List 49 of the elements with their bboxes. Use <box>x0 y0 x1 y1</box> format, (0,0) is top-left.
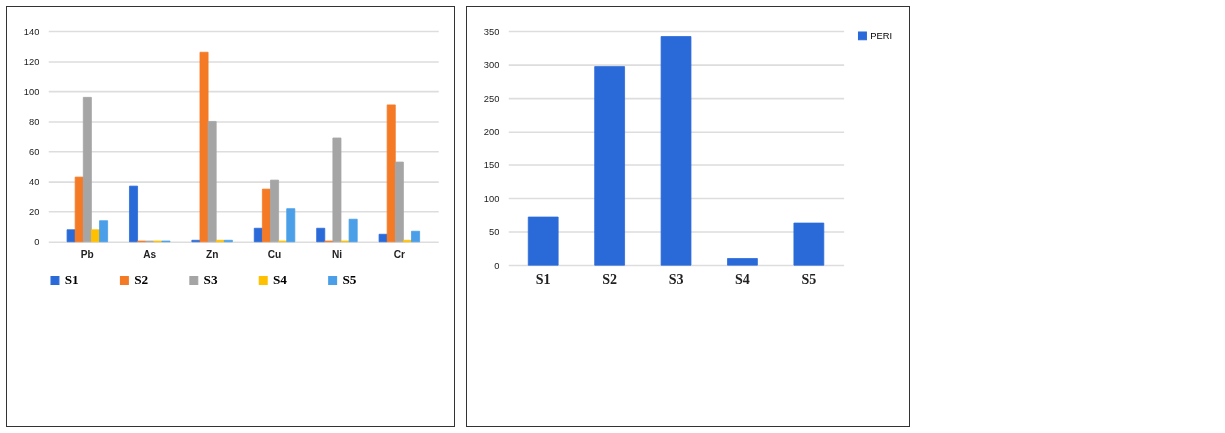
y-tick-label: 140 <box>24 26 40 37</box>
bar <box>270 179 280 243</box>
bar <box>727 258 758 266</box>
bar <box>199 52 209 243</box>
y-tick-label: 300 <box>483 60 500 71</box>
x-tick-label: S1 <box>535 271 551 288</box>
bar <box>332 137 342 243</box>
x-tick-label: S5 <box>801 271 817 288</box>
x-tick-label: Pb <box>81 249 95 260</box>
x-tick-label: Cr <box>393 249 406 260</box>
bar <box>793 222 825 266</box>
y-tick-label: 80 <box>29 117 40 128</box>
bar <box>527 216 559 266</box>
bar <box>411 231 421 243</box>
y-tick-label: 350 <box>483 26 500 37</box>
x-tick-label: Ni <box>332 249 343 260</box>
bar <box>660 36 692 266</box>
y-tick-label: 40 <box>29 177 40 188</box>
bar <box>395 161 405 243</box>
y-tick-label: 20 <box>29 207 40 218</box>
bar <box>91 229 101 243</box>
bar <box>316 228 326 243</box>
y-tick-label: 50 <box>489 227 500 238</box>
y-tick-label: 120 <box>24 57 40 68</box>
y-tick-label: 100 <box>483 194 500 205</box>
bar <box>129 185 139 243</box>
y-tick-label: 250 <box>483 93 500 104</box>
y-tick-label: 200 <box>483 127 500 138</box>
legend-label: PERI <box>870 31 893 42</box>
bar <box>83 97 93 243</box>
bar <box>348 219 358 243</box>
bar <box>207 121 217 243</box>
x-tick-label: S3 <box>668 271 684 288</box>
y-tick-label: 60 <box>29 147 40 158</box>
x-tick-label: S4 <box>735 271 750 288</box>
x-tick-label: Cu <box>268 249 282 260</box>
x-tick-label: As <box>143 249 157 260</box>
bar <box>387 104 396 243</box>
y-tick-label: 100 <box>24 87 40 98</box>
bar <box>99 220 109 243</box>
bar <box>286 208 296 243</box>
bar <box>75 176 84 243</box>
x-tick-label: S2 <box>602 271 618 288</box>
bar <box>66 229 76 243</box>
y-tick-label: 150 <box>483 160 500 171</box>
x-tick-label: Zn <box>206 249 219 260</box>
y-tick-label: 0 <box>34 237 40 248</box>
bar <box>594 66 626 266</box>
y-tick-label: 0 <box>494 260 500 271</box>
